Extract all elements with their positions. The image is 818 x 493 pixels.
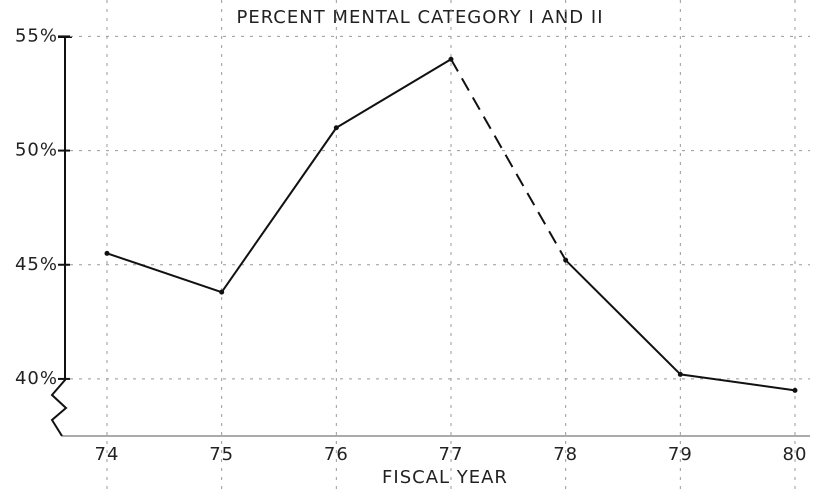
y-tick-label: 50% — [15, 140, 58, 161]
line-segment — [336, 59, 451, 128]
chart-title: PERCENT MENTAL CATEGORY I AND II — [236, 7, 603, 28]
point — [793, 388, 798, 393]
point — [449, 57, 454, 62]
x-tick-label: 74 — [95, 444, 120, 465]
x-tick-label: 79 — [668, 444, 693, 465]
chart: PERCENT MENTAL CATEGORY I AND II FISCAL … — [0, 0, 818, 493]
x-tick-label: 80 — [783, 444, 808, 465]
point — [219, 290, 224, 295]
line-segment — [222, 128, 337, 292]
x-tick-label: 78 — [553, 444, 578, 465]
line-segment — [451, 59, 566, 260]
line-segment — [680, 374, 795, 390]
x-tick-label: 77 — [439, 444, 464, 465]
x-axis-label: FISCAL YEAR — [382, 467, 508, 488]
point — [563, 258, 568, 263]
y-tick-label: 45% — [15, 254, 58, 275]
point — [678, 372, 683, 377]
y-tick-label: 40% — [15, 368, 58, 389]
y-tick-label: 55% — [15, 25, 58, 46]
x-tick-label: 76 — [324, 444, 349, 465]
point — [334, 125, 339, 130]
line-segment — [107, 253, 222, 292]
line-segment — [566, 260, 681, 374]
x-tick-label: 75 — [209, 444, 234, 465]
point — [105, 251, 110, 256]
